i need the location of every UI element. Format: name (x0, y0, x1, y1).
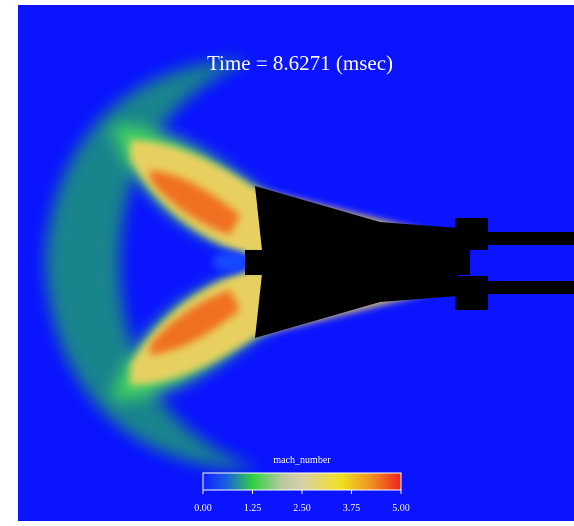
colorbar-tick-label: 1.25 (244, 503, 262, 514)
colorbar (203, 473, 401, 490)
colorbar-tick-label: 0.00 (194, 503, 212, 514)
colorbar-tick-label: 5.00 (392, 503, 410, 514)
simulation-view: Time = 8.6271 (msec) mach_number 0.00 1.2… (0, 0, 574, 526)
colorbar-tick-label: 3.75 (343, 503, 361, 514)
colorbar-label: mach_number (273, 455, 331, 466)
time-label: Time = 8.6271 (msec) (207, 51, 393, 75)
colorbar-tick-label: 2.50 (293, 503, 311, 514)
